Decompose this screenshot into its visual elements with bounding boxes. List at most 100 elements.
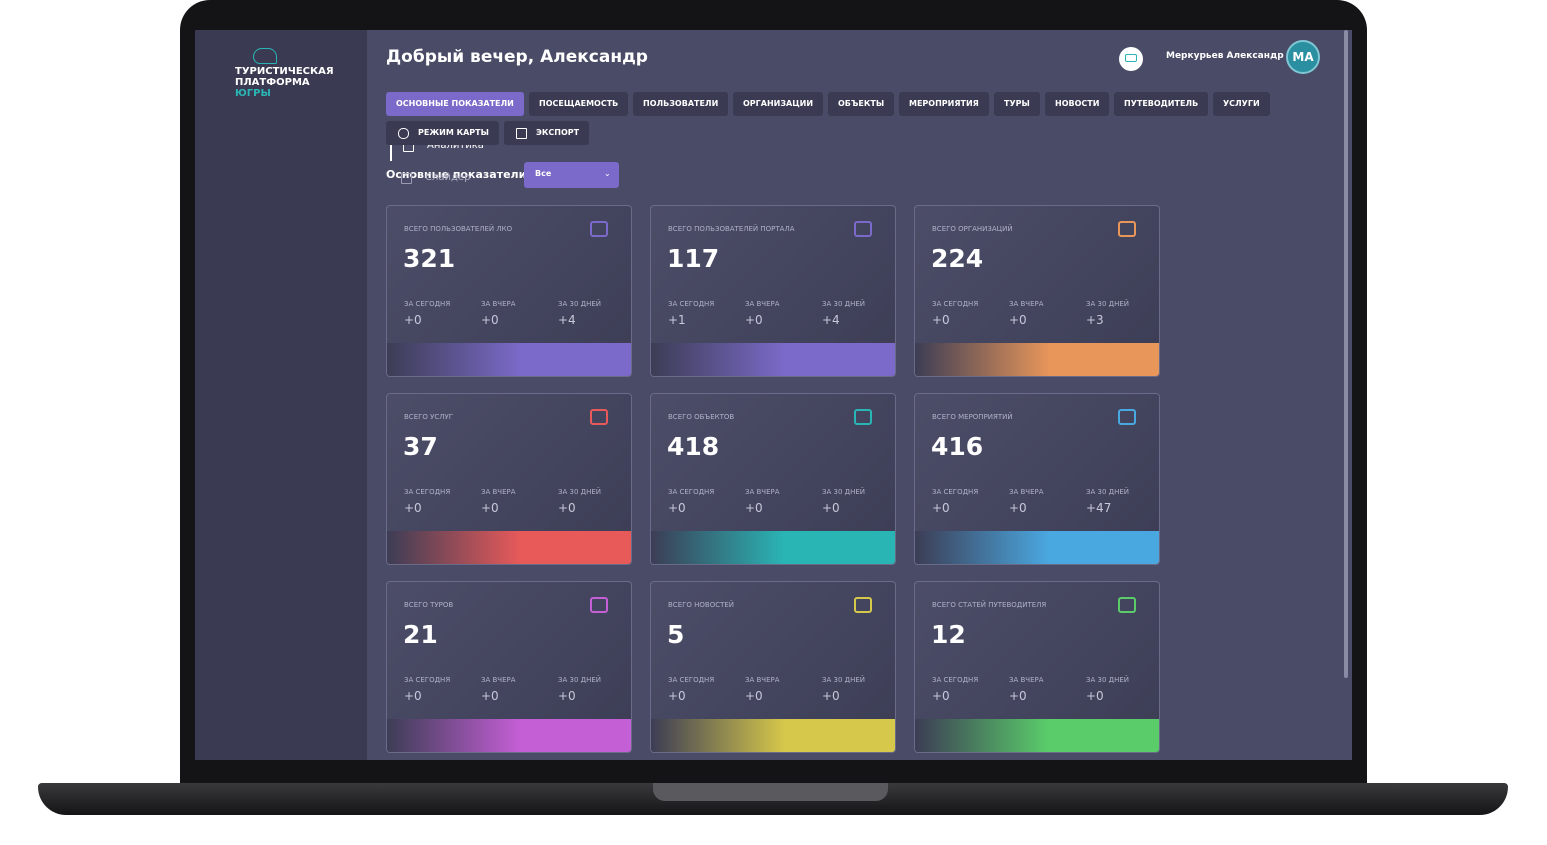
stat-label: ЗА СЕГОДНЯ (668, 488, 715, 496)
stat-label: ЗА СЕГОДНЯ (932, 676, 979, 684)
stat-value: +0 (822, 501, 840, 515)
stat-value: +0 (745, 689, 763, 703)
sidebar (195, 30, 367, 760)
card-bar (915, 531, 1159, 564)
scrollbar (1344, 30, 1348, 678)
stat-card[interactable]: ВСЕГО МЕРОПРИЯТИЙ 416 ЗА СЕГОДНЯ +0 ЗА ВЧЕРА… (914, 393, 1160, 565)
card-total: 37 (403, 432, 438, 461)
card-icon (854, 597, 872, 613)
card-total: 321 (403, 244, 456, 273)
stat-card[interactable]: ВСЕГО ОБЪЕКТОВ 418 ЗА СЕГОДНЯ +0 ЗА ВЧЕРА +0 З… (650, 393, 896, 565)
stat-value: +0 (1009, 689, 1027, 703)
stat-card[interactable]: ВСЕГО ПОЛЬЗОВАТЕЛЕЙ ПОРТАЛА 117 ЗА СЕГОДНЯ… (650, 205, 896, 377)
card-label: ВСЕГО ТУРОВ (404, 601, 454, 609)
filter-select[interactable]: Все ⌄ (524, 162, 619, 188)
stat-value: +0 (932, 689, 950, 703)
stat-label: ЗА 30 ДНЕЙ (822, 300, 866, 308)
stat-value: +0 (481, 689, 499, 703)
tab[interactable]: ПОСЕЩАЕМОСТЬ (529, 92, 629, 116)
card-label: ВСЕГО ОРГАНИЗАЦИЙ (932, 225, 1013, 233)
stat-card[interactable]: ВСЕГО ТУРОВ 21 ЗА СЕГОДНЯ +0 ЗА ВЧЕРА +0 ЗА 30… (386, 581, 632, 753)
card-total: 416 (931, 432, 984, 461)
stat-card[interactable]: ВСЕГО УСЛУГ 37 ЗА СЕГОДНЯ +0 ЗА ВЧЕРА +0 ЗА 30… (386, 393, 632, 565)
stat-label: ЗА ВЧЕРА (481, 300, 516, 308)
stat-value: +0 (1009, 313, 1027, 327)
stat-label: ЗА СЕГОДНЯ (668, 300, 715, 308)
stat-label: ЗА СЕГОДНЯ (932, 488, 979, 496)
tab[interactable]: НОВОСТИ (1045, 92, 1110, 116)
greeting: Добрый вечер, Александр (386, 47, 648, 67)
stat-card[interactable]: ВСЕГО НОВОСТЕЙ 5 ЗА СЕГОДНЯ +0 ЗА ВЧЕРА +0 ЗА … (650, 581, 896, 753)
stat-value: +4 (558, 313, 576, 327)
tab[interactable]: ОСНОВНЫЕ ПОКАЗАТЕЛИ (386, 92, 524, 116)
filter-label: Основные показатели (386, 168, 527, 181)
card-total: 21 (403, 620, 438, 649)
card-bar (651, 343, 895, 376)
card-icon (1118, 409, 1136, 425)
card-label: ВСЕГО НОВОСТЕЙ (668, 601, 735, 609)
stat-label: ЗА 30 ДНЕЙ (1086, 676, 1130, 684)
stat-label: ЗА ВЧЕРА (1009, 300, 1044, 308)
card-bar (651, 531, 895, 564)
card-label: ВСЕГО ПОЛЬЗОВАТЕЛЕЙ ПОРТАЛА (668, 225, 795, 233)
stat-value: +0 (481, 501, 499, 515)
card-bar (651, 719, 895, 752)
stat-label: ЗА СЕГОДНЯ (404, 300, 451, 308)
card-bar (387, 531, 631, 564)
card-label: ВСЕГО СТАТЕЙ ПУТЕВОДИТЕЛЯ (932, 601, 1047, 609)
select-value: Все (535, 169, 552, 178)
nav-item[interactable]: Слайдер (390, 162, 562, 193)
tab[interactable]: УСЛУГИ (1213, 92, 1270, 116)
card-total: 5 (667, 620, 685, 649)
card-total: 12 (931, 620, 966, 649)
tab[interactable]: ПОЛЬЗОВАТЕЛИ (633, 92, 729, 116)
stat-card[interactable]: ВСЕГО СТАТЕЙ ПУТЕВОДИТЕЛЯ 12 ЗА СЕГОДНЯ +0 З… (914, 581, 1160, 753)
action-button[interactable]: РЕЖИМ КАРТЫ (386, 121, 499, 145)
chat-button[interactable] (1119, 47, 1143, 71)
action-icon (398, 128, 409, 139)
stat-card[interactable]: ВСЕГО ПОЛЬЗОВАТЕЛЕЙ ЛКО 321 ЗА СЕГОДНЯ +0 ЗА… (386, 205, 632, 377)
card-icon (590, 597, 608, 613)
card-label: ВСЕГО УСЛУГ (404, 413, 454, 421)
stat-value: +4 (822, 313, 840, 327)
avatar[interactable]: МА (1286, 40, 1320, 74)
stat-label: ЗА СЕГОДНЯ (668, 676, 715, 684)
stat-value: +0 (745, 313, 763, 327)
stat-label: ЗА 30 ДНЕЙ (1086, 300, 1130, 308)
stat-value: +0 (668, 689, 686, 703)
tab[interactable]: ОБЪЕКТЫ (828, 92, 895, 116)
stat-value: +0 (558, 689, 576, 703)
tab[interactable]: ПУТЕВОДИТЕЛЬ (1114, 92, 1209, 116)
stat-value: +0 (404, 501, 422, 515)
stat-value: +0 (481, 313, 499, 327)
card-icon (1118, 597, 1136, 613)
card-icon (854, 409, 872, 425)
stat-card[interactable]: ВСЕГО ОРГАНИЗАЦИЙ 224 ЗА СЕГОДНЯ +0 ЗА ВЧЕРА… (914, 205, 1160, 377)
stat-value: +0 (1009, 501, 1027, 515)
stat-label: ЗА СЕГОДНЯ (404, 488, 451, 496)
tab[interactable]: МЕРОПРИЯТИЯ (899, 92, 989, 116)
chevron: ⌄ (604, 169, 611, 178)
stat-value: +0 (668, 501, 686, 515)
stat-value: +0 (558, 501, 576, 515)
stat-value: +1 (668, 313, 686, 327)
tab[interactable]: ОРГАНИЗАЦИИ (733, 92, 824, 116)
card-bar (915, 343, 1159, 376)
stat-value: +0 (822, 689, 840, 703)
action-button[interactable]: ЭКСПОРТ (504, 121, 590, 145)
stat-value: +0 (745, 501, 763, 515)
stat-label: ЗА ВЧЕРА (745, 300, 780, 308)
stat-label: ЗА ВЧЕРА (745, 676, 780, 684)
card-icon (1118, 221, 1136, 237)
stat-label: ЗА 30 ДНЕЙ (558, 300, 602, 308)
stat-value: +0 (404, 689, 422, 703)
stat-label: ЗА 30 ДНЕЙ (1086, 488, 1130, 496)
tab[interactable]: ТУРЫ (994, 92, 1040, 116)
stat-value: +0 (932, 313, 950, 327)
logo-text: ТУРИСТИЧЕСКАЯ (235, 66, 334, 77)
stat-value: +3 (1086, 313, 1104, 327)
stat-label: ЗА ВЧЕРА (481, 676, 516, 684)
laptop-notch (653, 783, 888, 801)
user-name[interactable]: Меркурьев Александр (1166, 51, 1284, 61)
card-icon (854, 221, 872, 237)
